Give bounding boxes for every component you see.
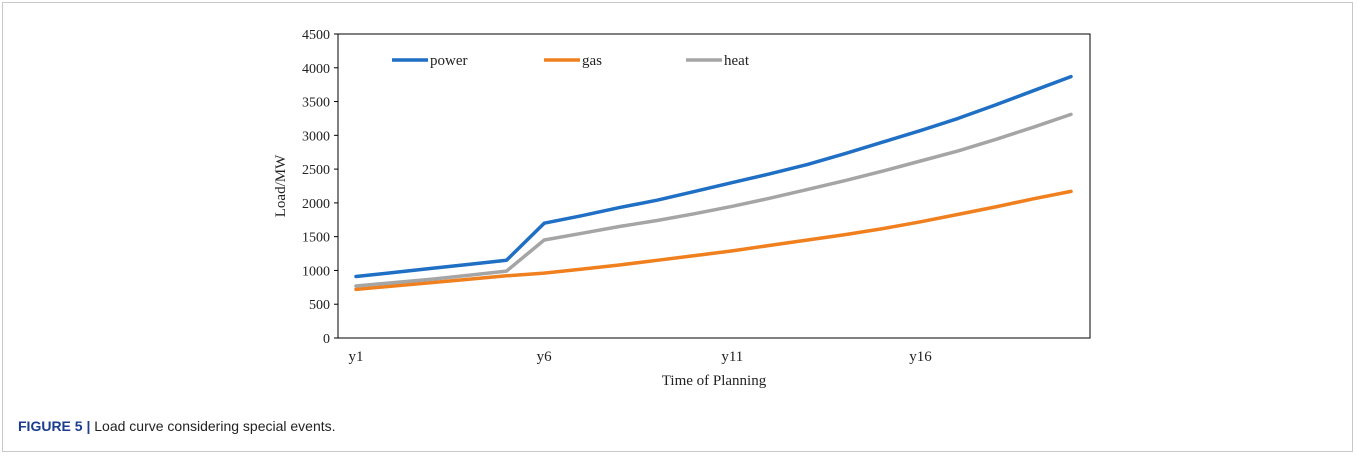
figure-caption-label: FIGURE 5 | bbox=[18, 418, 91, 434]
y-tick-label: 4000 bbox=[302, 62, 330, 77]
legend-label-gas: gas bbox=[582, 53, 602, 69]
y-tick-label: 1000 bbox=[302, 264, 330, 279]
plot-area bbox=[337, 33, 1091, 339]
series-line-gas bbox=[354, 189, 1073, 292]
y-tick-label: 2500 bbox=[302, 163, 330, 178]
legend-label-power: power bbox=[430, 53, 468, 69]
x-axis-ticks: y1 y6 y11 y16 bbox=[349, 349, 933, 365]
series-line-heat bbox=[354, 112, 1073, 288]
x-tick-label: y6 bbox=[537, 349, 553, 365]
x-tick-label: y1 bbox=[349, 349, 364, 365]
y-tick-label: 4500 bbox=[302, 28, 330, 43]
legend-label-heat: heat bbox=[724, 53, 750, 69]
x-axis-label: Time of Planning bbox=[662, 373, 767, 389]
y-tick-label: 1500 bbox=[302, 231, 330, 246]
y-tick-label: 3000 bbox=[302, 129, 330, 144]
x-tick-label: y11 bbox=[721, 349, 743, 365]
series-lines bbox=[354, 74, 1073, 292]
y-tick-label: 2000 bbox=[302, 197, 330, 212]
legend: power gas heat bbox=[392, 53, 750, 69]
y-tick-label: 3500 bbox=[302, 96, 330, 111]
y-tick-label: 500 bbox=[309, 298, 330, 313]
series-line-power bbox=[354, 74, 1073, 279]
y-axis-ticks: 0 500 1000 1500 2000 2500 3000 3500 4000 4500 bbox=[302, 28, 338, 347]
y-tick-label: 0 bbox=[323, 332, 330, 347]
x-tick-label: y16 bbox=[909, 349, 932, 365]
figure-caption-text: Load curve considering special events. bbox=[94, 418, 336, 434]
y-axis-label: Load/MW bbox=[273, 154, 289, 217]
figure-caption: FIGURE 5 | Load curve considering specia… bbox=[18, 418, 336, 434]
